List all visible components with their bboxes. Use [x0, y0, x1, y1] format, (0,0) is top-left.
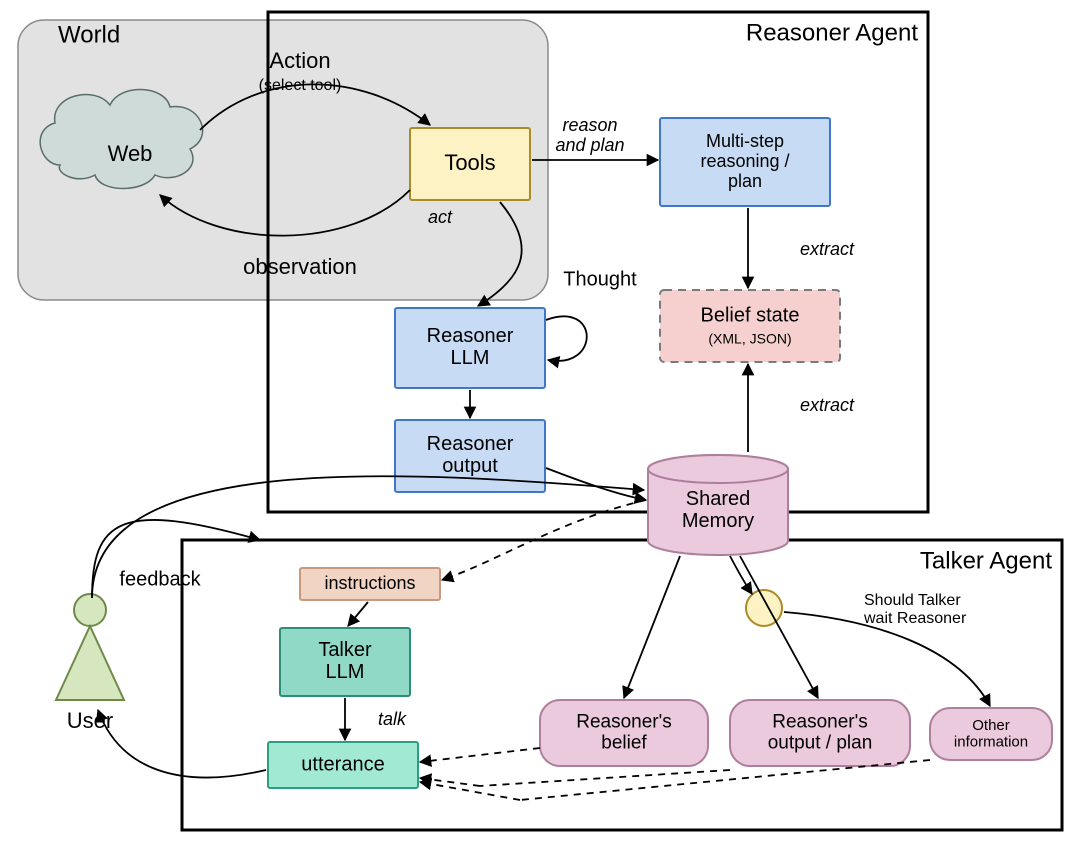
svg-text:utterance: utterance	[301, 753, 384, 775]
svg-text:(select tool): (select tool)	[259, 77, 342, 94]
svg-text:Reasoner Agent: Reasoner Agent	[746, 19, 918, 46]
svg-text:Web: Web	[108, 141, 153, 166]
svg-text:Talker Agent: Talker Agent	[920, 547, 1052, 574]
svg-text:extract: extract	[800, 395, 855, 415]
svg-text:extract: extract	[800, 239, 855, 259]
svg-text:Reasoner'soutput / plan: Reasoner'soutput / plan	[768, 712, 873, 754]
svg-text:Tools: Tools	[444, 150, 495, 175]
svg-text:(XML, JSON): (XML, JSON)	[708, 331, 791, 347]
svg-text:talk: talk	[378, 709, 407, 729]
svg-text:SharedMemory: SharedMemory	[682, 488, 754, 532]
svg-text:Action: Action	[269, 48, 330, 73]
svg-text:feedback: feedback	[119, 568, 201, 590]
svg-text:act: act	[428, 207, 453, 227]
svg-text:instructions: instructions	[324, 573, 415, 593]
svg-text:Should Talkerwait Reasoner: Should Talkerwait Reasoner	[863, 592, 967, 627]
svg-text:Belief state: Belief state	[701, 304, 800, 326]
svg-text:World: World	[58, 21, 120, 48]
svg-text:TalkerLLM: TalkerLLM	[318, 639, 372, 683]
svg-text:Thought: Thought	[563, 268, 637, 290]
svg-text:reasonand plan: reasonand plan	[555, 115, 624, 155]
svg-text:observation: observation	[243, 254, 357, 279]
